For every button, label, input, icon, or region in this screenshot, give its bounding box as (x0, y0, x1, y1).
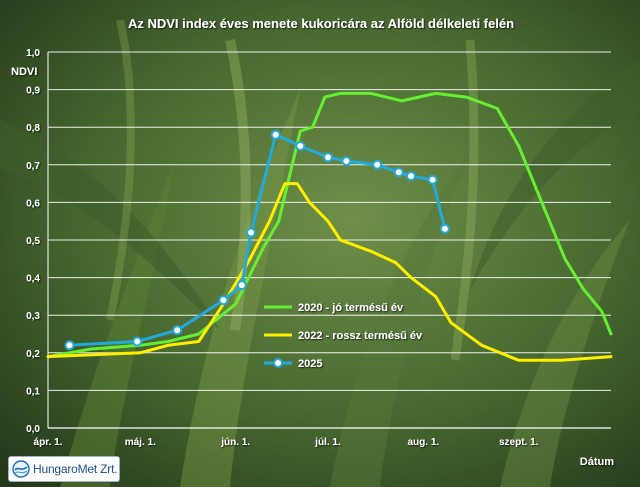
y-tick-label: 0,6 (26, 198, 40, 209)
legend-label: 2020 - jó termésű év (298, 302, 404, 314)
logo-text: HungaroMet Zrt. (33, 462, 118, 476)
y-tick-label: 0,8 (26, 123, 40, 134)
data-point (132, 336, 143, 347)
series-line (46, 91, 613, 359)
y-tick-label: 0,2 (26, 349, 40, 360)
grid-lines (48, 51, 611, 391)
x-tick-label: júl. 1. (314, 437, 341, 448)
data-point (393, 167, 404, 178)
y-tick-label: 0,1 (26, 386, 40, 397)
series-1 (46, 91, 613, 359)
y-tick-label: 1,0 (26, 48, 40, 59)
data-point (341, 156, 352, 166)
y-tick-label: 0,0 (26, 424, 40, 435)
hungaromet-logo: HungaroMet Zrt. (8, 456, 120, 482)
data-point (218, 295, 229, 306)
series-line (46, 182, 613, 362)
data-point (427, 174, 438, 185)
legend-entry-2: 2022 - rossz termésű év (264, 330, 423, 342)
legend: 2020 - jó termésű év 2022 - rossz termésű… (264, 302, 423, 370)
y-axis-label: NDVI (11, 66, 37, 78)
x-axis-label: Dátum (580, 456, 614, 468)
data-point (64, 340, 75, 351)
series-2 (46, 182, 613, 362)
legend-entry-3: 2025 (264, 358, 322, 370)
legend-marker (273, 358, 283, 368)
titles: Az NDVI index éves menete kukoricára az … (11, 16, 614, 468)
data-point (323, 152, 333, 163)
data-point (172, 325, 183, 336)
data-point (236, 280, 247, 291)
data-point (295, 141, 306, 151)
axes: 0,0 0,1 0,2 0,3 0,4 0,5 0,6 0,7 0,8 0,9 1,0 ápr. 1.… (26, 48, 611, 448)
data-point (270, 129, 281, 140)
data-point (406, 171, 416, 182)
data-point (372, 159, 383, 170)
data-point (246, 227, 256, 238)
x-tick-label: szept. 1. (499, 437, 539, 448)
legend-label: 2022 - rossz termésű év (298, 330, 423, 342)
x-tick-label: aug. 1. (407, 437, 439, 448)
chart-title: Az NDVI index éves menete kukoricára az … (128, 16, 514, 31)
data-point (439, 223, 450, 234)
y-tick-label: 0,4 (26, 274, 40, 285)
x-tick-label: jún. 1. (220, 437, 250, 448)
y-tick-label: 0,5 (26, 236, 40, 247)
series-group (46, 91, 613, 362)
hungaromet-logo-icon (12, 460, 30, 478)
series-3 (64, 129, 450, 351)
legend-entry-1: 2020 - jó termésű év (264, 302, 404, 314)
y-tick-label: 0,9 (26, 86, 40, 97)
legend-label: 2025 (298, 358, 322, 370)
y-tick-label: 0,7 (26, 161, 40, 172)
x-tick-label: ápr. 1. (34, 437, 63, 448)
y-tick-label: 0,3 (26, 311, 40, 322)
x-tick-label: máj. 1. (125, 437, 156, 448)
